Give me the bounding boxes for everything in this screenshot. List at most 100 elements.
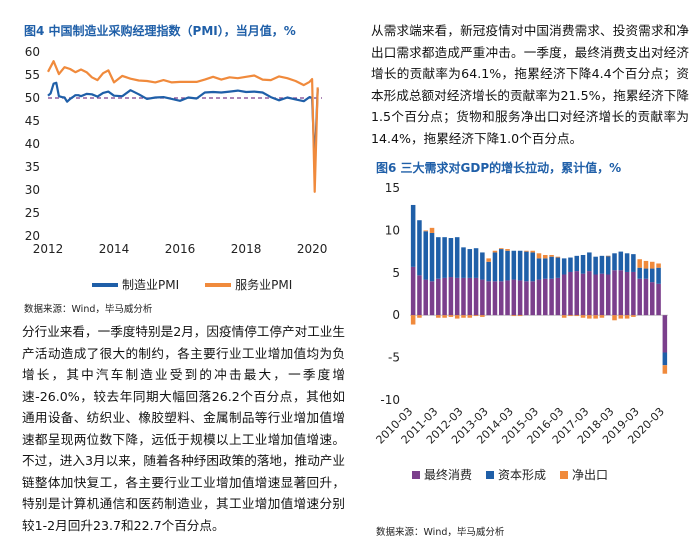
gdp-bar-segment — [605, 274, 611, 316]
gdp-bar-segment — [561, 315, 567, 318]
gdp-bar-segment — [536, 258, 542, 280]
gdp-bar-segment — [461, 277, 466, 316]
gdp-bar-segment — [543, 278, 548, 316]
gdp-bar-segment — [574, 315, 580, 317]
pmi-y-tick-label: 50 — [25, 91, 40, 105]
legend-label-net-exports: 净出口 — [572, 468, 609, 482]
gdp-y-tick-label: 10 — [385, 223, 400, 237]
gdp-bar-segment — [442, 277, 447, 316]
gdp-bar-segment — [593, 315, 598, 319]
gdp-bar-segment — [536, 279, 542, 316]
left-paragraph: 分行业来看，一季度特别是2月，因疫情停工停产对工业生产活动造成了很大的制约，各主… — [22, 324, 345, 533]
gdp-bar-segment — [580, 315, 586, 318]
pmi-x-tick-label: 2016 — [165, 242, 196, 256]
gdp-bar-segment — [505, 249, 510, 251]
gdp-bar-segment — [511, 315, 517, 317]
gdp-bar-segment — [599, 255, 605, 274]
gdp-bar-segment — [492, 252, 498, 282]
gdp-bar-segment — [605, 255, 611, 257]
gdp-bar-segment — [442, 237, 447, 278]
gdp-bar-segment — [631, 315, 636, 317]
pmi-x-tick-label: 2012 — [33, 242, 64, 256]
gdp-bar-segment — [650, 282, 655, 316]
gdp-bar-segment — [505, 280, 510, 316]
gdp-bar-segment — [423, 230, 428, 232]
gdp-bar-segment — [543, 258, 548, 279]
gdp-bar-segment — [473, 315, 479, 317]
figure4-source: 数据来源：Wind，毕马威分析 — [24, 304, 153, 315]
figure6-title: 图6 三大需求对GDP的增长拉动，累计值，% — [376, 161, 622, 175]
gdp-bar-segment — [517, 315, 523, 317]
pmi-series-line — [47, 81, 319, 165]
legend-label-services: 服务业PMI — [235, 278, 293, 292]
gdp-bar-segment — [549, 278, 554, 316]
gdp-bar-segment — [637, 267, 642, 279]
gdp-bar-segment — [580, 254, 586, 274]
gdp-bar-segment — [448, 277, 454, 316]
gdp-bar-segment — [656, 267, 661, 284]
gdp-bar-segment — [574, 271, 580, 316]
gdp-bar-segment — [524, 250, 529, 252]
right-paragraph: 从需求端来看，新冠疫情对中国消费需求、投资需求和净出口需求都造成严重冲击。一季度… — [371, 23, 689, 146]
pmi-y-tick-label: 40 — [25, 137, 40, 151]
gdp-bar-segment — [410, 204, 416, 267]
gdp-bar-segment — [417, 315, 422, 318]
gdp-bar-segment — [624, 271, 630, 316]
gdp-bar-segment — [624, 315, 630, 319]
pmi-line-chart: 20 25 30 35 40 45 50 55 60 2012 2014 2016 2018 2020 — [25, 45, 328, 256]
legend-swatch-net-exports — [560, 470, 569, 479]
gdp-bar-segment — [530, 252, 535, 282]
gdp-legend: 最终消费 资本形成 净出口 — [412, 466, 608, 483]
figure6-source: 数据来源：Wind，毕马威分析 — [376, 527, 505, 538]
legend-swatch-consumption — [412, 470, 420, 479]
pmi-y-tick-label: 20 — [25, 229, 40, 243]
legend-services-pmi: 服务业PMI — [205, 276, 292, 293]
gdp-bar-segment — [580, 273, 586, 316]
legend-swatch-services — [205, 282, 232, 287]
gdp-bar-segment — [599, 273, 605, 316]
figure4-title: 图4 中国制造业采购经理指数（PMI），当月值，% — [24, 24, 296, 38]
gdp-bar-segment — [480, 252, 485, 280]
gdp-bar-segment — [530, 250, 535, 253]
legend-manufacturing-pmi: 制造业PMI — [92, 276, 179, 293]
gdp-bar-segment — [561, 274, 567, 316]
gdp-bar-segment — [568, 257, 573, 272]
gdp-bar-segment — [555, 256, 561, 258]
gdp-bar-segment — [618, 315, 624, 319]
legend-label-capital: 资本形成 — [498, 468, 547, 482]
gdp-bar-segment — [599, 315, 605, 318]
legend-swatch-manufacturing — [92, 282, 118, 287]
gdp-bar-segment — [467, 315, 473, 318]
pmi-legend: 制造业PMI 服务业PMI — [92, 276, 292, 293]
gdp-bar-segment — [561, 258, 567, 275]
gdp-bar-segment — [643, 278, 649, 316]
gdp-y-tick-label: 0 — [392, 308, 400, 322]
gdp-bar-segment — [486, 281, 491, 316]
gdp-bar-segment — [618, 251, 624, 271]
gdp-bar-segment — [473, 248, 479, 278]
gdp-bar-segment — [631, 254, 636, 272]
gdp-bar-segment — [461, 315, 466, 318]
gdp-bar-segment — [486, 261, 491, 282]
gdp-demand-bar-chart: -10-50510152010-032011-032012-032013-032… — [374, 181, 668, 447]
gdp-bar-segment — [637, 278, 642, 316]
gdp-bar-segment — [436, 315, 441, 318]
pmi-x-tick-label: 2014 — [99, 242, 130, 256]
gdp-y-tick-label: 15 — [385, 181, 400, 195]
gdp-bar-segment — [498, 248, 504, 250]
gdp-bar-segment — [498, 249, 504, 282]
gdp-bar-segment — [574, 255, 580, 272]
gdp-bar-segment — [612, 315, 617, 321]
gdp-bar-segment — [555, 257, 561, 278]
legend-net-exports: 净出口 — [560, 466, 608, 483]
gdp-bar-segment — [549, 254, 554, 257]
gdp-bar-segment — [568, 315, 573, 317]
gdp-bar-segment — [593, 274, 598, 316]
gdp-bar-segment — [511, 250, 517, 280]
gdp-bar-segment — [423, 231, 428, 280]
gdp-bar-segment — [656, 263, 661, 268]
gdp-bar-segment — [480, 315, 485, 317]
gdp-bar-segment — [467, 249, 473, 278]
gdp-bar-segment — [410, 315, 416, 325]
gdp-bar-segment — [631, 271, 636, 316]
